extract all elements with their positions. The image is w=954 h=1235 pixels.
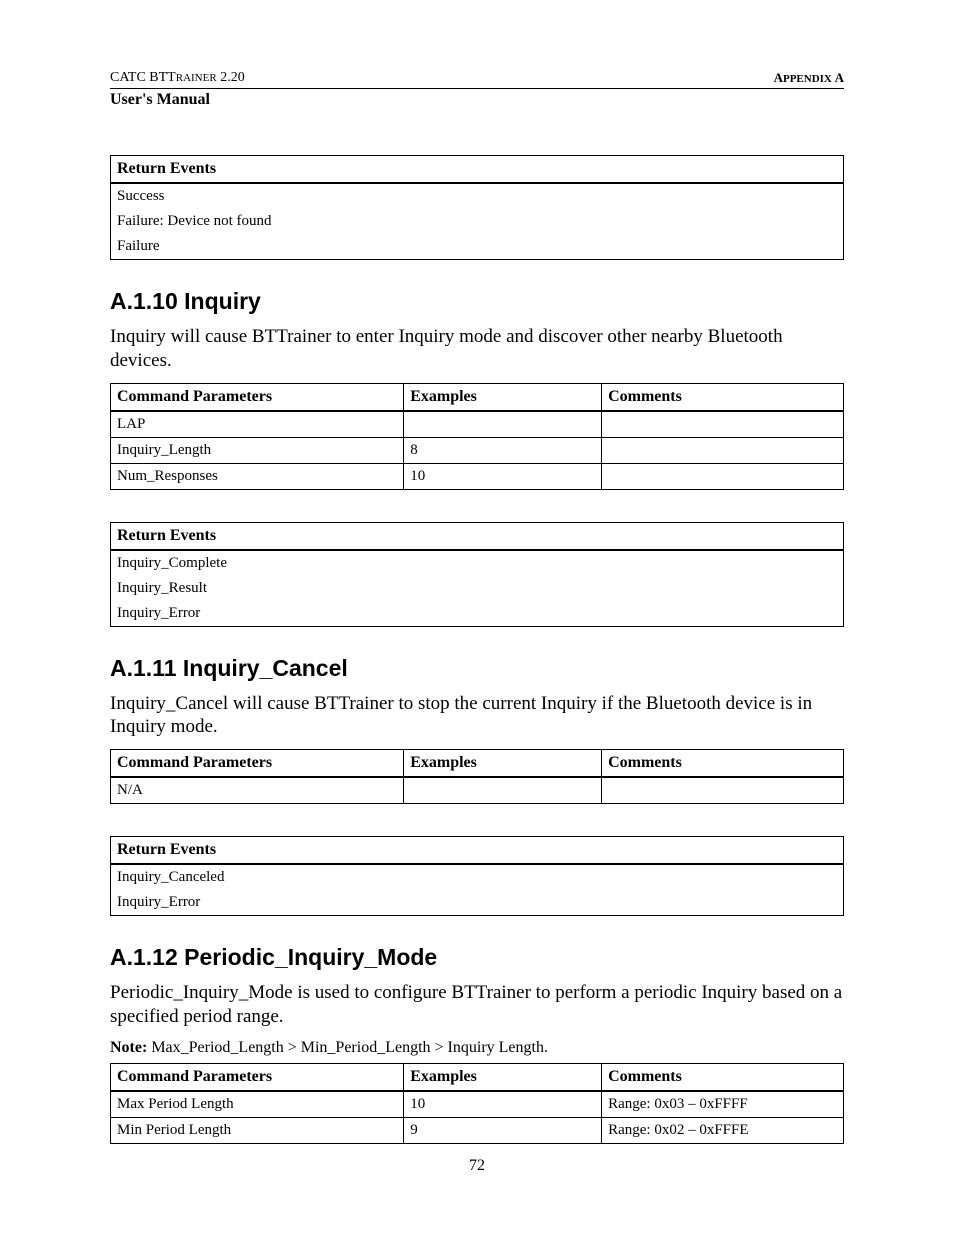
table-cell: Inquiry_Canceled	[111, 864, 844, 890]
table-header-comments: Comments	[602, 1063, 844, 1091]
table-cell	[602, 411, 844, 438]
section-heading-inquiry: A.1.10 Inquiry	[110, 288, 844, 315]
header-manual: User's Manual	[110, 91, 844, 109]
return-events-table-1: Return Events Success Failure: Device no…	[110, 155, 844, 260]
table-row: Min Period Length 9 Range: 0x02 – 0xFFFE	[111, 1117, 844, 1143]
table-cell: Failure	[111, 234, 844, 260]
table-cell: 10	[404, 463, 602, 489]
table-row: Num_Responses 10	[111, 463, 844, 489]
table-header-examples: Examples	[404, 383, 602, 411]
command-params-table-3: Command Parameters Examples Comments Max…	[110, 1063, 844, 1144]
table-cell: Inquiry_Complete	[111, 550, 844, 576]
table-row: Max Period Length 10 Range: 0x03 – 0xFFF…	[111, 1091, 844, 1118]
table-cell: 9	[404, 1117, 602, 1143]
header-appendix: APPENDIX A	[774, 70, 844, 86]
command-params-table-2: Command Parameters Examples Comments N/A	[110, 749, 844, 804]
table-cell: LAP	[111, 411, 404, 438]
table-cell	[404, 411, 602, 438]
header-appendix-sc: PPENDIX	[783, 73, 835, 85]
section-body-inquiry-cancel: Inquiry_Cancel will cause BTTrainer to s…	[110, 692, 844, 740]
table-cell: Range: 0x02 – 0xFFFE	[602, 1117, 844, 1143]
table-cell: 8	[404, 437, 602, 463]
note-body: Max_Period_Length > Min_Period_Length > …	[147, 1039, 548, 1056]
table-header-examples: Examples	[404, 750, 602, 778]
section-body-inquiry: Inquiry will cause BTTrainer to enter In…	[110, 325, 844, 373]
page: CATC BTTRAINER 2.20 APPENDIX A User's Ma…	[0, 0, 954, 1235]
table-header-return-events: Return Events	[111, 522, 844, 550]
header-appendix-a: A	[774, 70, 783, 85]
table-cell: Min Period Length	[111, 1117, 404, 1143]
table-cell: Inquiry_Error	[111, 601, 844, 627]
table-header-params: Command Parameters	[111, 750, 404, 778]
table-row: Inquiry_Length 8	[111, 437, 844, 463]
table-cell: Success	[111, 183, 844, 209]
return-events-table-3: Return Events Inquiry_Canceled Inquiry_E…	[110, 836, 844, 916]
table-cell: Range: 0x03 – 0xFFFF	[602, 1091, 844, 1118]
table-cell	[602, 437, 844, 463]
table-header-params: Command Parameters	[111, 383, 404, 411]
table-cell: Inquiry_Result	[111, 576, 844, 601]
table-cell: Failure: Device not found	[111, 209, 844, 234]
table-header-examples: Examples	[404, 1063, 602, 1091]
table-row: LAP	[111, 411, 844, 438]
header-product-name: CATC BTT	[110, 70, 176, 85]
table-cell: Inquiry_Error	[111, 890, 844, 916]
table-header-return-events: Return Events	[111, 156, 844, 184]
header-version: 2.20	[217, 70, 245, 85]
header-product: CATC BTTRAINER 2.20	[110, 70, 245, 86]
table-cell: 10	[404, 1091, 602, 1118]
return-events-table-2: Return Events Inquiry_Complete Inquiry_R…	[110, 522, 844, 627]
table-cell	[404, 777, 602, 804]
header-product-sc: RAINER	[176, 72, 217, 84]
table-row: N/A	[111, 777, 844, 804]
table-header-return-events: Return Events	[111, 837, 844, 865]
header-rule	[110, 88, 844, 89]
table-header-comments: Comments	[602, 750, 844, 778]
page-header: CATC BTTRAINER 2.20 APPENDIX A	[110, 70, 844, 86]
table-header-comments: Comments	[602, 383, 844, 411]
section-heading-periodic: A.1.12 Periodic_Inquiry_Mode	[110, 944, 844, 971]
table-cell: N/A	[111, 777, 404, 804]
note-label: Note:	[110, 1039, 147, 1056]
table-header-params: Command Parameters	[111, 1063, 404, 1091]
table-cell: Max Period Length	[111, 1091, 404, 1118]
page-number: 72	[0, 1157, 954, 1175]
section-body-periodic: Periodic_Inquiry_Mode is used to configu…	[110, 981, 844, 1029]
table-cell	[602, 777, 844, 804]
section-note: Note: Max_Period_Length > Min_Period_Len…	[110, 1039, 844, 1057]
table-cell: Inquiry_Length	[111, 437, 404, 463]
header-appendix-letter: A	[835, 70, 844, 85]
command-params-table-1: Command Parameters Examples Comments LAP…	[110, 383, 844, 490]
section-heading-inquiry-cancel: A.1.11 Inquiry_Cancel	[110, 655, 844, 682]
table-cell: Num_Responses	[111, 463, 404, 489]
table-cell	[602, 463, 844, 489]
